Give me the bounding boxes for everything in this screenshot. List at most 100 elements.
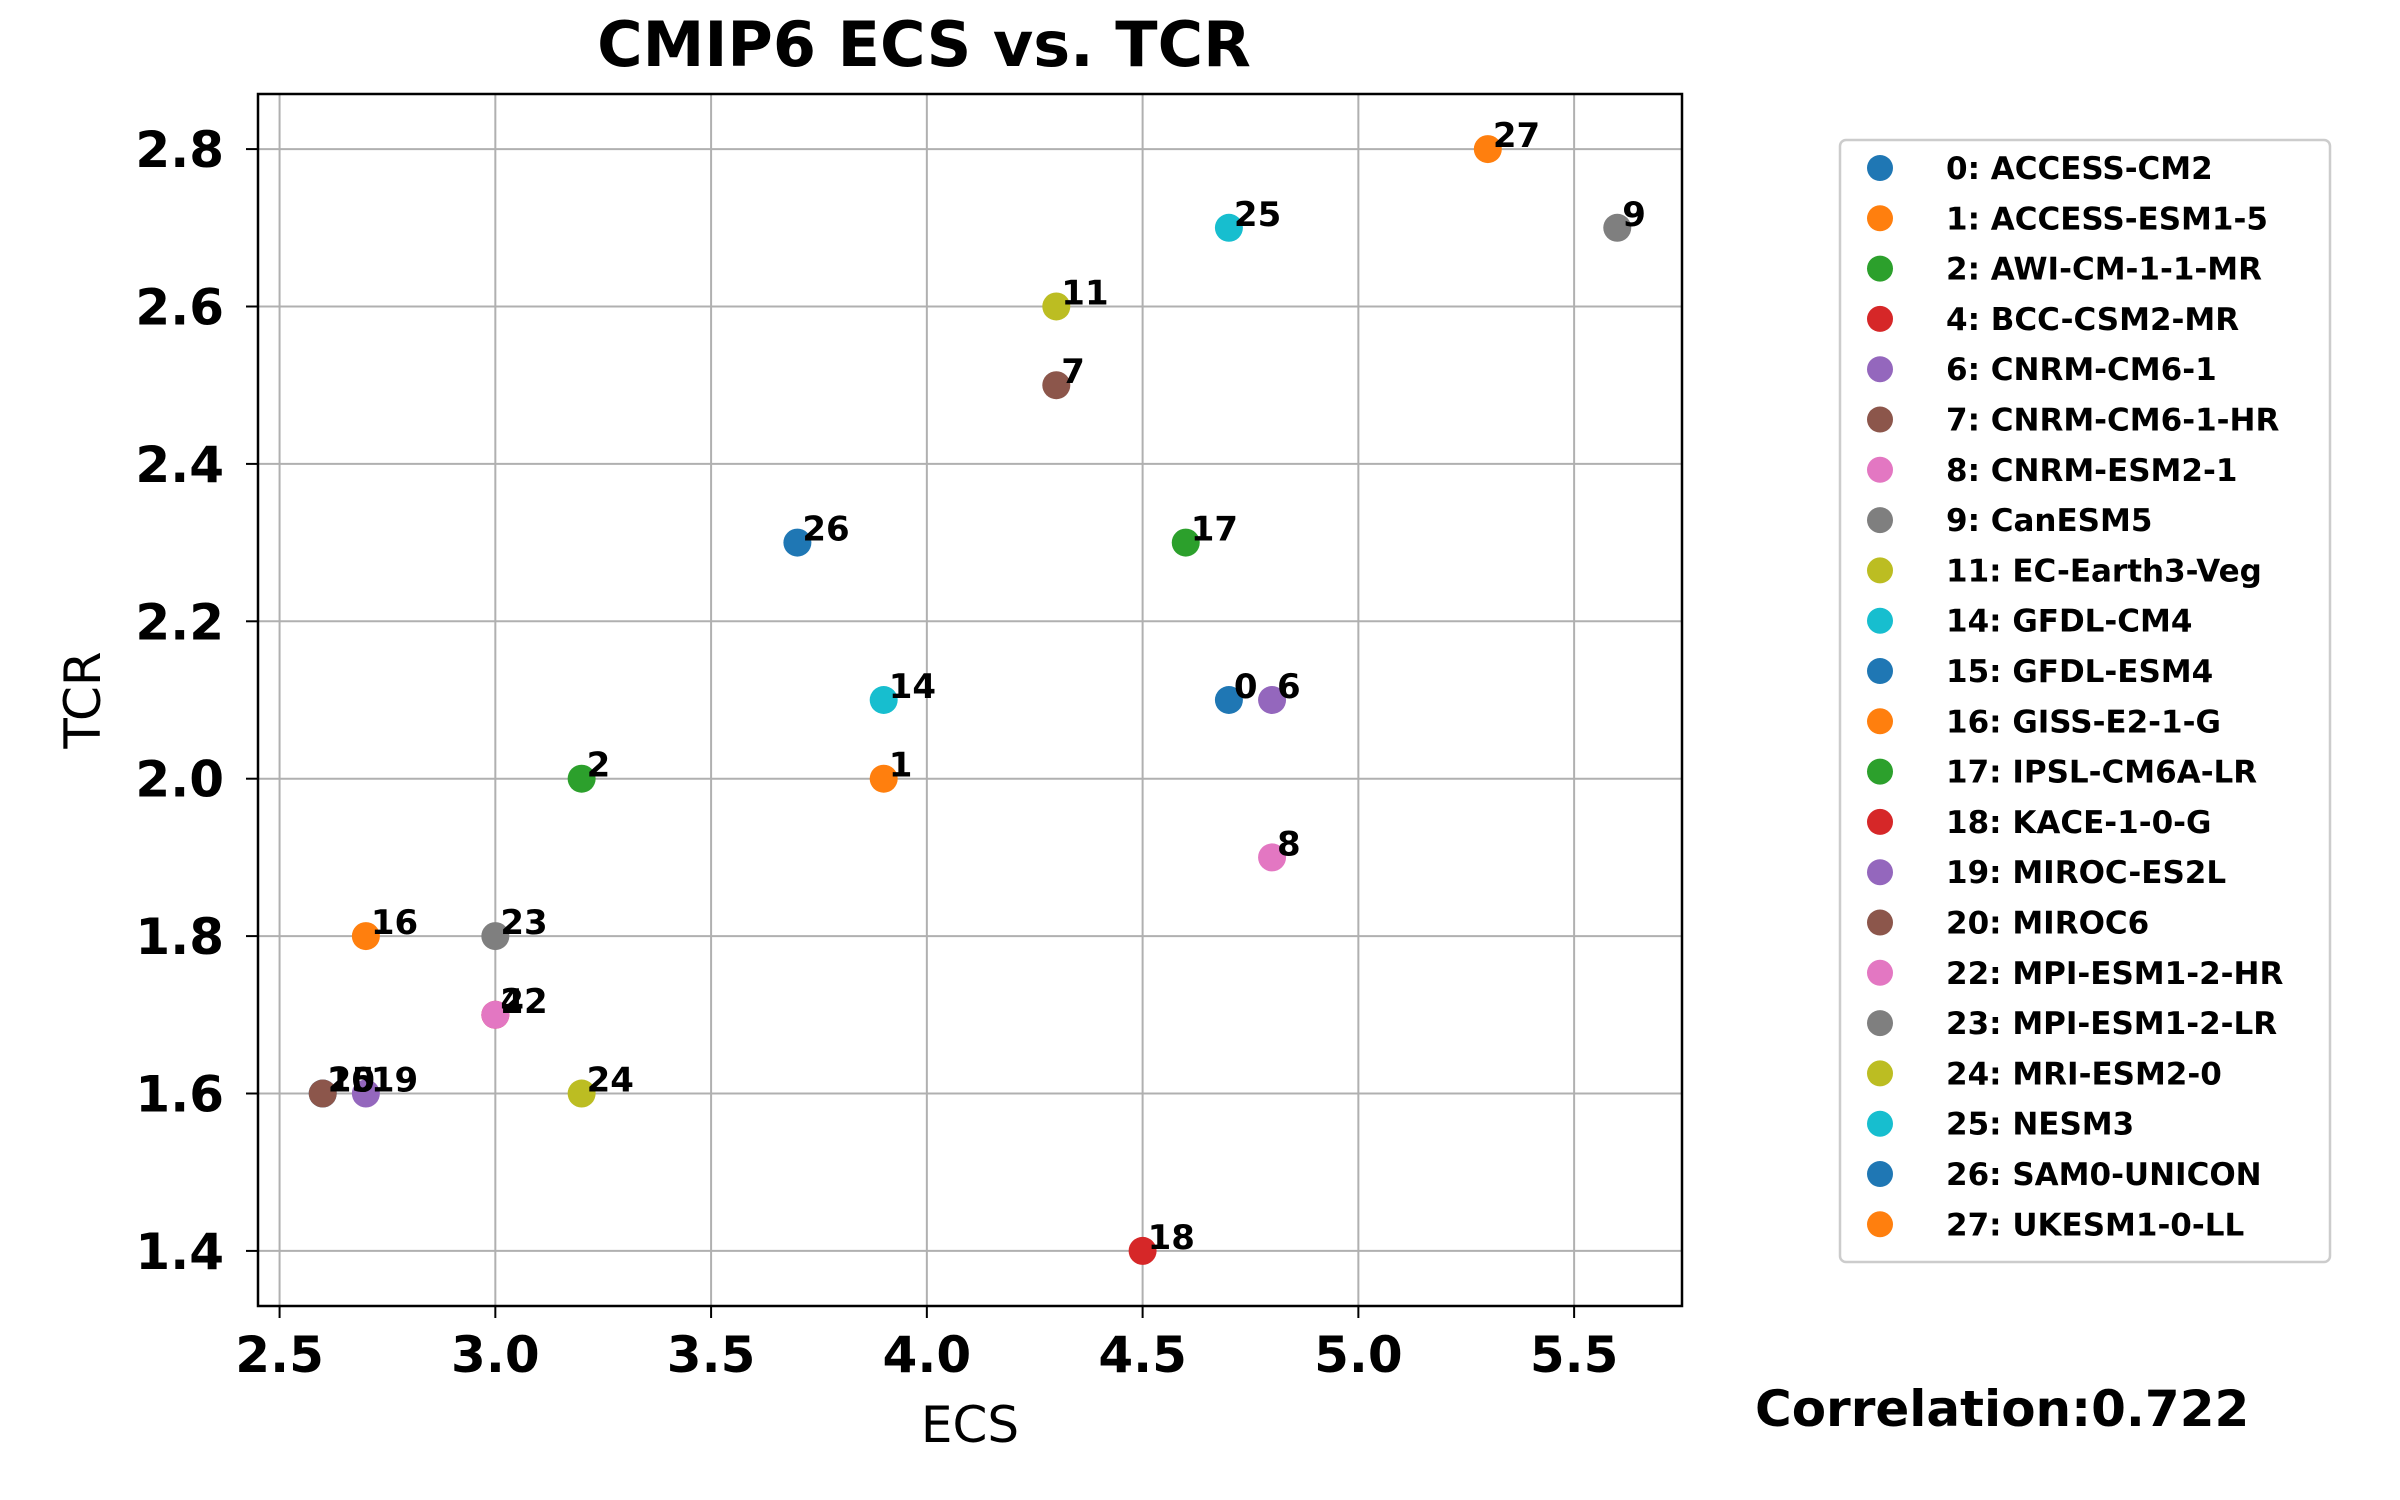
y-tick-label: 2.6 (135, 278, 224, 336)
point-label-23: 23 (500, 903, 547, 943)
data-point-25 (1214, 213, 1243, 242)
point-label-6: 6 (1277, 667, 1301, 707)
legend-frame (1838, 138, 2332, 1264)
legend-marker-6 (1867, 356, 1893, 383)
correlation-annotation: Correlation:0.722 (1755, 1380, 2249, 1438)
legend-entry-8: 8: CNRM-ESM2-1 (1946, 453, 2237, 489)
data-point-6 (1258, 686, 1287, 714)
legend-marker-19 (1867, 859, 1893, 886)
legend-entry-25: 25: NESM3 (1946, 1107, 2134, 1143)
legend-entry-6: 6: CNRM-CM6-1 (1946, 352, 2217, 388)
legend-entry-0: 0: ACCESS-CM2 (1946, 151, 2213, 187)
legend-entry-15: 15: GFDL-ESM4 (1946, 654, 2213, 690)
point-label-2: 2 (587, 746, 611, 786)
data-point-14 (869, 686, 898, 714)
point-label-1: 1 (889, 746, 913, 786)
legend-entry-2: 2: AWI-CM-1-1-MR (1946, 252, 2262, 288)
legend-marker-17 (1867, 758, 1893, 785)
x-tick-label: 3.5 (667, 1326, 756, 1384)
legend-marker-22 (1867, 959, 1893, 986)
legend-entry-11: 11: EC-Earth3-Veg (1946, 553, 2262, 589)
legend-marker-1 (1867, 205, 1893, 232)
point-label-7: 7 (1061, 352, 1085, 392)
legend-marker-20 (1867, 909, 1893, 936)
legend-entry-27: 27: UKESM1-0-LL (1946, 1207, 2244, 1243)
legend-marker-26 (1867, 1161, 1893, 1187)
data-points (308, 135, 1632, 1265)
point-label-24: 24 (587, 1061, 634, 1101)
legend-entry-22: 22: MPI-ESM1-2-HR (1946, 956, 2283, 992)
x-tick-label: 4.0 (883, 1326, 972, 1384)
point-label-26: 26 (802, 510, 849, 550)
data-point-19 (351, 1079, 380, 1108)
legend-entry-18: 18: KACE-1-0-G (1946, 805, 2211, 841)
grid-lines (258, 94, 1682, 1306)
legend-marker-16 (1867, 708, 1893, 735)
legend-marker-14 (1867, 607, 1893, 634)
data-point-2 (567, 764, 596, 793)
x-tick-label: 4.5 (1098, 1326, 1187, 1384)
legend-marker-18 (1867, 808, 1893, 835)
point-label-8: 8 (1277, 824, 1301, 864)
point-label-16: 16 (371, 903, 418, 943)
x-axis-label: ECS (921, 1396, 1019, 1454)
data-point-27 (1473, 135, 1502, 164)
legend-marker-4 (1867, 305, 1893, 332)
legend-entry-1: 1: ACCESS-ESM1-5 (1946, 201, 2268, 237)
data-point-0 (1214, 686, 1243, 714)
data-point-9 (1603, 213, 1632, 242)
y-tick-label: 2.4 (135, 436, 224, 494)
point-label-17: 17 (1191, 510, 1238, 550)
legend-marker-11 (1867, 557, 1893, 584)
point-label-0: 0 (1234, 667, 1258, 707)
legend-entry-7: 7: CNRM-CM6-1-HR (1946, 403, 2279, 439)
legend-entry-4: 4: BCC-CSM2-MR (1946, 302, 2239, 338)
y-tick-label: 2.2 (135, 593, 224, 651)
legend-entry-20: 20: MIROC6 (1946, 906, 2149, 942)
point-label-22: 22 (500, 982, 547, 1022)
y-axis-label: TCR (54, 651, 112, 749)
legend-marker-15 (1867, 658, 1893, 684)
data-point-20 (308, 1079, 337, 1108)
legend-entry-9: 9: CanESM5 (1946, 503, 2152, 539)
legend-entry-19: 19: MIROC-ES2L (1946, 855, 2226, 891)
point-label-19: 19 (371, 1061, 418, 1101)
point-label-11: 11 (1061, 273, 1108, 313)
x-tick-label: 2.5 (235, 1326, 324, 1384)
legend-marker-8 (1867, 456, 1893, 483)
data-point-18 (1128, 1236, 1157, 1265)
data-point-1 (869, 764, 898, 793)
data-point-8 (1258, 843, 1287, 872)
point-label-20: 20 (328, 1061, 375, 1101)
x-tick-label: 3.0 (451, 1326, 540, 1384)
y-tick-label: 1.4 (135, 1223, 224, 1281)
legend-entry-24: 24: MRI-ESM2-0 (1946, 1056, 2222, 1092)
y-tick-label: 2.0 (135, 751, 224, 809)
legend-marker-0 (1867, 155, 1893, 181)
point-label-25: 25 (1234, 195, 1281, 235)
y-tick-label: 2.8 (135, 121, 224, 179)
legend-marker-23 (1867, 1010, 1893, 1037)
point-label-9: 9 (1622, 195, 1646, 235)
plot-frame (256, 92, 1684, 1308)
legend-items: 0: ACCESS-CM2 1: ACCESS-ESM1-5 2: AWI-CM-1… (1867, 151, 2283, 1243)
data-point-7 (1042, 371, 1071, 400)
data-point-23 (481, 922, 510, 951)
legend-marker-24 (1867, 1060, 1893, 1087)
legend-entry-23: 23: MPI-ESM1-2-LR (1946, 1006, 2277, 1042)
legend-marker-2 (1867, 255, 1893, 282)
data-point-16 (351, 922, 380, 951)
x-axis-ticks: 2.5 3.0 3.5 4.0 4.5 5.0 5.5 (235, 1306, 1618, 1384)
legend-marker-9 (1867, 507, 1893, 534)
x-tick-label: 5.5 (1530, 1326, 1619, 1384)
point-label-14: 14 (889, 667, 936, 707)
data-point-11 (1042, 292, 1071, 321)
legend-entry-26: 26: SAM0-UNICON (1946, 1157, 2262, 1193)
legend-marker-7 (1867, 406, 1893, 433)
point-label-27: 27 (1493, 116, 1540, 156)
data-point-17 (1171, 528, 1200, 557)
legend-entry-16: 16: GISS-E2-1-G (1946, 704, 2221, 740)
legend-entry-14: 14: GFDL-CM4 (1946, 604, 2192, 640)
